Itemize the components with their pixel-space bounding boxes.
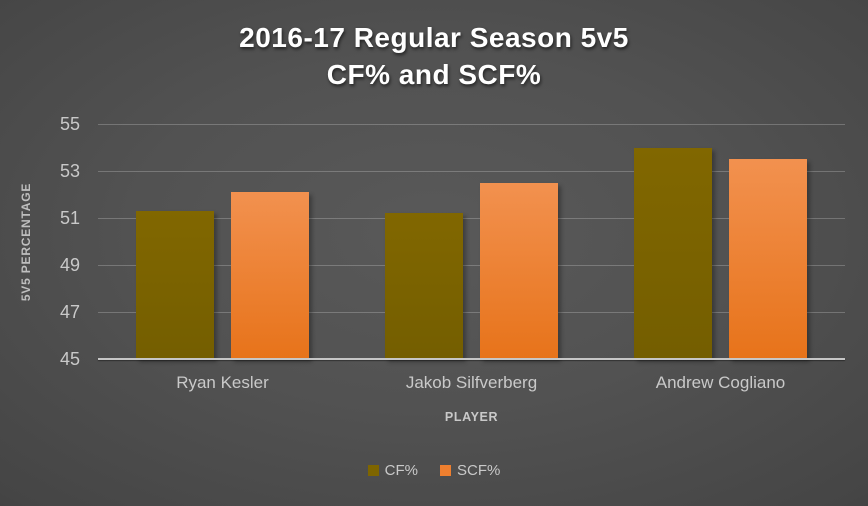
- y-tick-label: 47: [59, 302, 80, 322]
- chart-title-line2: CF% and SCF%: [326, 59, 542, 90]
- bar-scf-0: [231, 192, 309, 359]
- x-category-label: Jakob Silfverberg: [405, 373, 538, 392]
- gridline: [98, 170, 845, 172]
- x-axis-title: PLAYER: [444, 410, 499, 424]
- legend-swatch: [440, 465, 451, 476]
- legend: CF% SCF%: [0, 462, 868, 479]
- gridline: [98, 264, 845, 266]
- chart-title-line1: 2016-17 Regular Season 5v5: [239, 22, 629, 53]
- legend-item-cf: CF%: [367, 462, 418, 479]
- x-category-label: Ryan Kesler: [176, 373, 269, 392]
- y-tick-label: 51: [59, 208, 80, 228]
- legend-item-scf: SCF%: [440, 462, 500, 479]
- bar-cf-2: [634, 147, 712, 359]
- y-tick-label: 45: [59, 349, 80, 369]
- gridline: [98, 123, 845, 125]
- gridline: [98, 311, 845, 313]
- gridline: [98, 217, 845, 219]
- y-tick-label: 49: [59, 255, 80, 275]
- bar-scf-2: [729, 159, 807, 359]
- bar-scf-1: [480, 182, 558, 359]
- y-axis-title: 5V5 PERCENTAGE: [19, 182, 33, 302]
- chart-title: 2016-17 Regular Season 5v5 CF% and SCF%: [0, 19, 868, 93]
- y-tick-label: 53: [59, 161, 80, 181]
- legend-label: CF%: [384, 462, 418, 479]
- legend-label: SCF%: [457, 462, 501, 479]
- bar-cf-1: [385, 213, 463, 359]
- x-category-label: Andrew Cogliano: [655, 373, 786, 392]
- legend-swatch: [367, 465, 379, 476]
- y-tick-label: 55: [59, 114, 80, 134]
- bar-cf-0: [136, 210, 214, 359]
- x-axis-line: [98, 358, 845, 360]
